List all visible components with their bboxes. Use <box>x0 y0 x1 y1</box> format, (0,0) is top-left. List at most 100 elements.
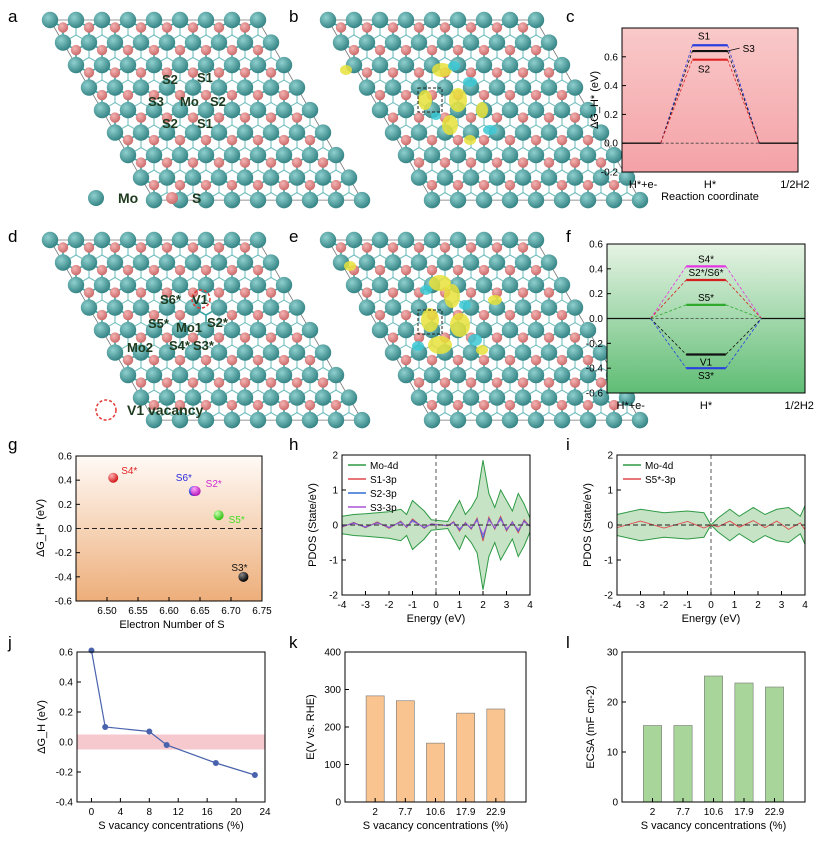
data-point <box>238 571 249 582</box>
chart-h: -2 -1 0 1 2 -4 -3 -2 -1 0 1 2 3 4 Mo-4d S1-3p S2-3p S3-3p… <box>307 451 533 626</box>
mo-atom <box>67 56 85 74</box>
mo-atom <box>553 321 571 339</box>
mo-atom <box>462 34 480 51</box>
mo-atom <box>184 124 202 141</box>
plot-frame <box>76 651 266 803</box>
atoms <box>41 231 371 429</box>
s-atom <box>452 44 464 56</box>
y-tick-label: 0.4 <box>58 476 72 487</box>
mo-atom <box>527 231 545 249</box>
x-tick-label: 16 <box>202 807 214 818</box>
mo-atom <box>106 299 124 316</box>
mo-atom <box>197 231 215 249</box>
mo-atom <box>514 299 532 316</box>
mo-atom <box>132 34 150 51</box>
mo-atom <box>145 411 163 429</box>
s-atom <box>413 22 425 33</box>
y-tick-label: 0 <box>332 521 338 532</box>
y-tick-label: 0.6 <box>589 240 603 251</box>
x-tick-label: 10.6 <box>426 807 446 818</box>
chart-f: -0.6 -0.4 -0.2 0.0 0.2 0.4 0.6 H*+e- H* 1/2H2 S4* S… <box>586 240 814 413</box>
y-tick-label: -1 <box>604 556 613 567</box>
mo-atom <box>423 191 441 209</box>
mo-atom <box>540 34 558 51</box>
s-atom <box>426 179 438 191</box>
mo-atom <box>262 299 280 316</box>
mo-atom <box>145 366 163 384</box>
mo-atom <box>314 169 332 186</box>
mo-atom <box>371 276 389 294</box>
y-tick-label: 400 <box>324 648 341 659</box>
mo-atom <box>423 11 441 29</box>
s-atom <box>252 179 264 191</box>
mo-atom <box>158 79 176 96</box>
s-atom <box>70 264 82 276</box>
mo-atom <box>171 56 189 74</box>
mo-atom <box>249 411 267 429</box>
s-atom <box>530 89 542 101</box>
x-axis-title: Electron Number of S <box>119 619 224 631</box>
s-atom <box>226 44 238 56</box>
chart-l: 0 10 20 30 2 7.7 10.6 17.9 22.9 ECSA (mF cm-2) S v… <box>585 648 806 832</box>
mo-atom <box>288 169 306 186</box>
s-atom <box>122 89 134 101</box>
s-atom <box>517 157 529 168</box>
x-category-label: H* <box>700 400 713 412</box>
series-label: S2 <box>698 65 711 76</box>
mo-atom <box>527 101 545 119</box>
mo-atom <box>132 169 150 186</box>
charge-lobe <box>450 313 470 337</box>
s-atom <box>226 179 238 191</box>
mo-atom <box>301 191 319 209</box>
y-tick-label: 200 <box>324 723 341 734</box>
mo-atom <box>592 344 610 361</box>
charge-lobe <box>421 308 439 332</box>
mo-atom <box>210 254 228 271</box>
panel-label-f: f <box>566 227 571 246</box>
s-atom <box>400 354 412 366</box>
s-atom <box>413 157 425 168</box>
x-tick-label: 17.9 <box>734 807 754 818</box>
y-tick-label: 1 <box>607 486 613 497</box>
x-tick-label: -4 <box>338 600 347 611</box>
charge-lobe <box>420 285 432 295</box>
mo-atom <box>618 169 636 186</box>
s-atom <box>148 264 160 276</box>
atom-label: S2 <box>162 116 178 131</box>
mo-atom <box>475 411 493 429</box>
mo-atom <box>358 79 376 96</box>
s-atom <box>387 22 399 33</box>
y-tick-label: 10 <box>607 748 619 759</box>
mo-atom <box>236 79 254 96</box>
mo-atom <box>249 191 267 209</box>
atom-label: S1 <box>197 116 213 131</box>
s-atom <box>556 399 568 411</box>
mo-atom <box>527 276 545 294</box>
mo-atom <box>275 411 293 429</box>
s-atom <box>517 112 529 123</box>
charge-lobe <box>431 112 441 120</box>
panel-label-d: d <box>8 227 17 246</box>
atom-label: Mo2 <box>127 340 153 355</box>
s-atom <box>239 377 251 388</box>
mo-atom <box>449 231 467 249</box>
highlight-box <box>417 87 443 113</box>
mo-atom <box>106 254 124 271</box>
bar <box>456 712 476 803</box>
mo-atom <box>249 231 267 249</box>
atom-label: S2* <box>207 315 229 330</box>
mo-atom <box>345 231 363 249</box>
s-atom <box>465 22 477 33</box>
mo4d-curve-down <box>341 527 531 590</box>
s-atom <box>413 112 425 123</box>
mo-atom <box>371 231 389 249</box>
s-atom <box>304 134 316 146</box>
mo-atom <box>501 191 519 209</box>
s-atom <box>135 22 147 33</box>
mo-atom <box>106 344 124 361</box>
charge-lobe <box>463 77 477 87</box>
y-tick-label: 0 <box>612 798 618 809</box>
s-atom <box>226 399 238 411</box>
mo-atom <box>223 11 241 29</box>
mo-atom <box>184 389 202 406</box>
